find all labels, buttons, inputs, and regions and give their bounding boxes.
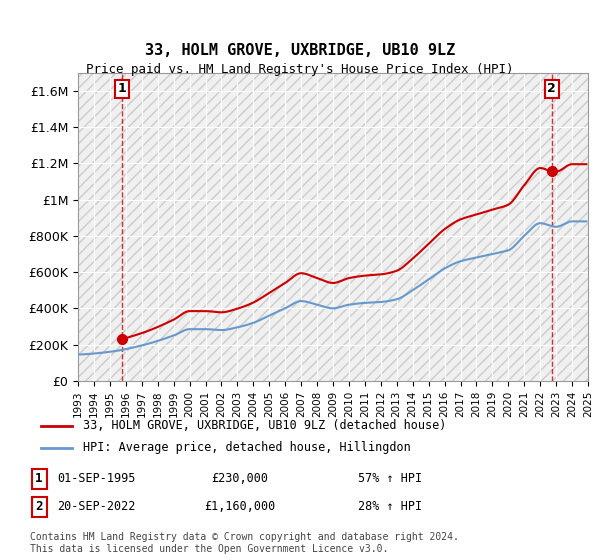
Text: 2: 2 [547,82,556,95]
Text: 33, HOLM GROVE, UXBRIDGE, UB10 9LZ (detached house): 33, HOLM GROVE, UXBRIDGE, UB10 9LZ (deta… [83,419,446,432]
Text: 2: 2 [35,500,43,514]
Text: Price paid vs. HM Land Registry's House Price Index (HPI): Price paid vs. HM Land Registry's House … [86,63,514,77]
Text: 1: 1 [118,82,126,95]
Text: £1,160,000: £1,160,000 [205,500,275,514]
Text: 01-SEP-1995: 01-SEP-1995 [57,472,135,486]
Text: 57% ↑ HPI: 57% ↑ HPI [358,472,422,486]
Text: Contains HM Land Registry data © Crown copyright and database right 2024.
This d: Contains HM Land Registry data © Crown c… [30,533,459,554]
Text: 28% ↑ HPI: 28% ↑ HPI [358,500,422,514]
Text: HPI: Average price, detached house, Hillingdon: HPI: Average price, detached house, Hill… [83,441,410,454]
Text: £230,000: £230,000 [212,472,269,486]
Text: 20-SEP-2022: 20-SEP-2022 [57,500,135,514]
Text: 33, HOLM GROVE, UXBRIDGE, UB10 9LZ: 33, HOLM GROVE, UXBRIDGE, UB10 9LZ [145,43,455,58]
Text: 1: 1 [35,472,43,486]
